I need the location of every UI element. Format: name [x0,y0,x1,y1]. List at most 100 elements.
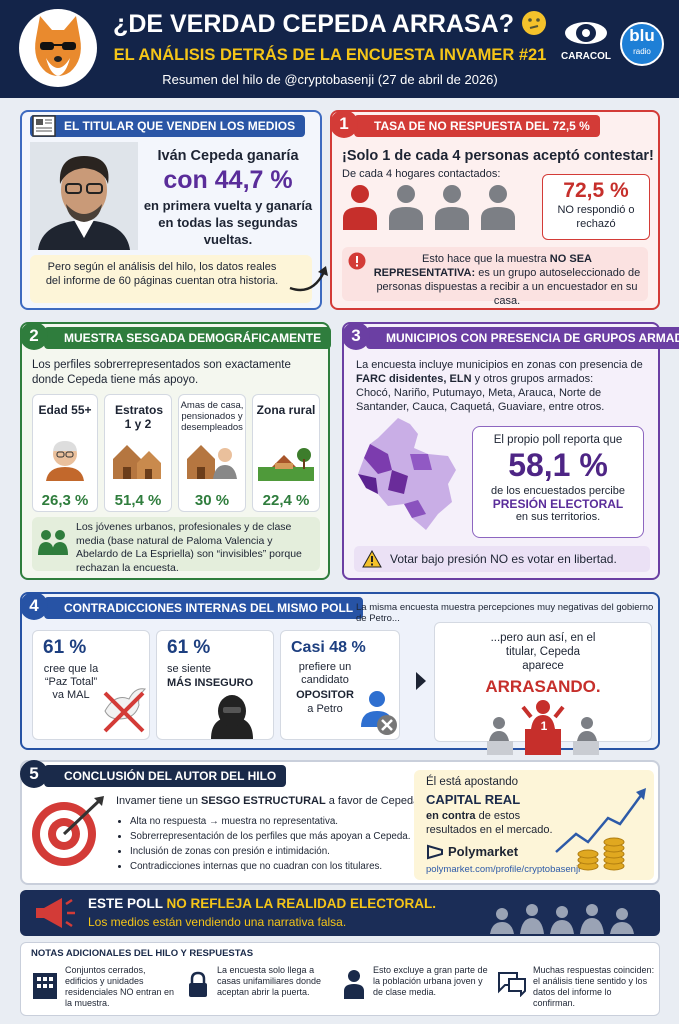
contradiction-card: Casi 48 % prefiere un candidato OPOSITOR… [280,630,400,740]
card-end: a Petro [307,703,343,715]
group-icon [38,530,68,555]
demo-card: Amas de casa, pensionados y desempleados… [178,394,246,512]
megaphone-icon [36,898,75,928]
building-icon [33,973,57,999]
section-5: CONCLUSIÓN DEL AUTOR DEL HILO 5 Invamer … [20,760,660,885]
elder-icon [46,441,84,481]
demo-card: Estratos 1 y 2 51,4 % [104,394,172,512]
section-title: MUNICIPIOS CON PRESENCIA DE GRUPOS ARMAD… [366,327,679,349]
crowd-icon [490,904,634,934]
demo-card: Zona rural 22,4 % [252,394,320,512]
sub: De cada 4 hogares contactados: [342,168,501,180]
main-title: ¿DE VERDAD CEPEDA ARRASA? [110,10,550,39]
note: Los jóvenes urbanos, profesionales y de … [32,517,320,574]
subtitle: EL ANÁLISIS DETRÁS DE LA ENCUESTA INVAME… [113,46,547,64]
growth-chart [555,788,646,871]
bullet-list: Alta no respuesta → muestra no represent… [116,814,410,874]
card-text: se siente [167,663,212,675]
opposition-icon [361,691,397,735]
cepeda-portrait [30,142,138,250]
bullet: Inclusión de zonas con presión e intimid… [130,844,410,859]
headline-text: Iván Cepeda ganaría con 44,7 % en primer… [142,148,314,248]
section-3: MUNICIPIOS CON PRESENCIA DE GRUPOS ARMAD… [342,322,679,580]
intro: La encuesta incluye municipios en zonas … [356,358,652,386]
warning-text: Esto hace que la muestra [422,253,550,265]
note-item: Conjuntos cerrados, edificios y unidades… [65,965,175,1008]
houses-icon [113,445,161,479]
section-number: 5 [20,760,48,788]
chat-icon [498,972,526,997]
bet-box: Él está apostando CAPITAL REAL en contra… [414,770,654,880]
households-icons [343,185,515,230]
card-value: 30 % [194,492,230,509]
person-icon [389,185,423,230]
home-people-icon [187,445,237,479]
headline-rest: en primera vuelta y ganaría en todas las… [143,198,313,247]
note-item: Esto excluye a gran parte de la població… [373,965,488,997]
headline-figure: con 44,7 % [163,166,293,194]
blu-text: blu [629,26,655,45]
lead-text: a favor de Cepeda. [325,795,423,807]
section-4: CONTRADICCIONES INTERNAS DEL MISMO POLL … [20,592,660,755]
dog-logo [19,9,97,87]
contradiction-card: 61 % cree que la “Paz Total” va MAL [32,630,150,740]
banner-text: ESTE POLL [88,896,167,911]
warning: Votar bajo presión NO es votar en libert… [354,546,650,572]
note-item: Muchas respuestas coinciden: el análisis… [533,965,655,1008]
byline: Resumen del hilo de @cryptobasenji (27 d… [162,72,498,87]
colombia-map [358,418,456,530]
section-2: MUESTRA SESGADA DEMOGRÁFICAMENTE 2 Los p… [20,322,332,580]
stat-lead: El propio poll reporta que [493,434,623,446]
card-label: Amas de casa, pensionados y desempleados [180,400,244,433]
polymarket-icon [427,844,443,860]
demo-card: Edad 55+ 26,3 % [32,394,98,512]
lock-icon [189,971,207,997]
contradiction-card: 61 % se siente MÁS INSEGURO [156,630,274,740]
brand: Polymarket [448,844,519,859]
newspaper-icon [32,115,56,137]
caracol-text: CARACOL [561,51,611,62]
banner: ESTE POLL NO REFLEJA LA REALIDAD ELECTOR… [20,890,660,936]
card-bold: OPOSITOR [296,689,354,701]
card-label: Edad 55+ [38,403,92,417]
stat-text: de los encuestados percibe [491,485,625,497]
stat-box: 72,5 % NO respondió o rechazó [542,174,650,240]
warning-text: es un grupo autoseleccionado de personas… [376,267,641,307]
section-title: CONCLUSIÓN DEL AUTOR DEL HILO [44,765,287,787]
text: La encuesta incluye municipios en zonas … [356,359,643,371]
stat: 58,1 % [508,447,608,483]
card-text: prefiere un candidato [298,661,352,686]
card-label: Estratos 1 y 2 [115,403,164,431]
alert-icon [348,252,366,270]
dove-icon [103,688,147,733]
bullet: Contradicciones internas que no cuadran … [130,859,410,874]
url: polymarket.com/profile/cryptobasenji [426,864,581,875]
header: ¿DE VERDAD CEPEDA ARRASA? EL ANÁLISIS DE… [0,0,679,98]
lead-text: Invamer tiene un [116,795,201,807]
section-title: TASA DE NO RESPUESTA DEL 72,5 % [354,115,600,137]
bet-lead: Él está apostando [426,776,519,788]
podium-icon [487,700,599,755]
notes: NOTAS ADICIONALES DEL HILO Y RESPUESTAS … [20,942,660,1016]
final-card: ...pero aun así, en el titular, Cepeda a… [434,622,652,755]
podium-number: 1 [540,719,548,733]
banner-emph: NO REFLEJA LA REALIDAD ELECTORAL. [166,896,437,911]
notes-title: NOTAS ADICIONALES DEL HILO Y RESPUESTAS [31,948,254,959]
final-bold: ARRASANDO. [485,677,601,696]
places: Chocó, Nariño, Putumayo, Meta, Arauca, N… [356,387,605,413]
card-value: 22,4 % [262,492,310,509]
section-title: MUESTRA SESGADA DEMOGRÁFICAMENTE [44,327,332,349]
stat-bold: PRESIÓN ELECTORAL [492,497,624,511]
chevron [416,672,426,690]
arrow [289,266,328,292]
person-icon [481,185,515,230]
text: y otros grupos armados: [471,373,594,385]
aside: La misma encuesta muestra percepciones m… [356,602,654,624]
card-value: 61 % [167,637,211,658]
card-value: Casi 48 % [291,639,366,656]
section-number: 4 [20,592,48,620]
final-text: ...pero aun así, en el titular, Cepeda a… [490,632,596,672]
text-bold: FARC disidentes, ELN [356,373,472,385]
intro: Los perfiles sobrerrepresentados son exa… [32,359,291,386]
